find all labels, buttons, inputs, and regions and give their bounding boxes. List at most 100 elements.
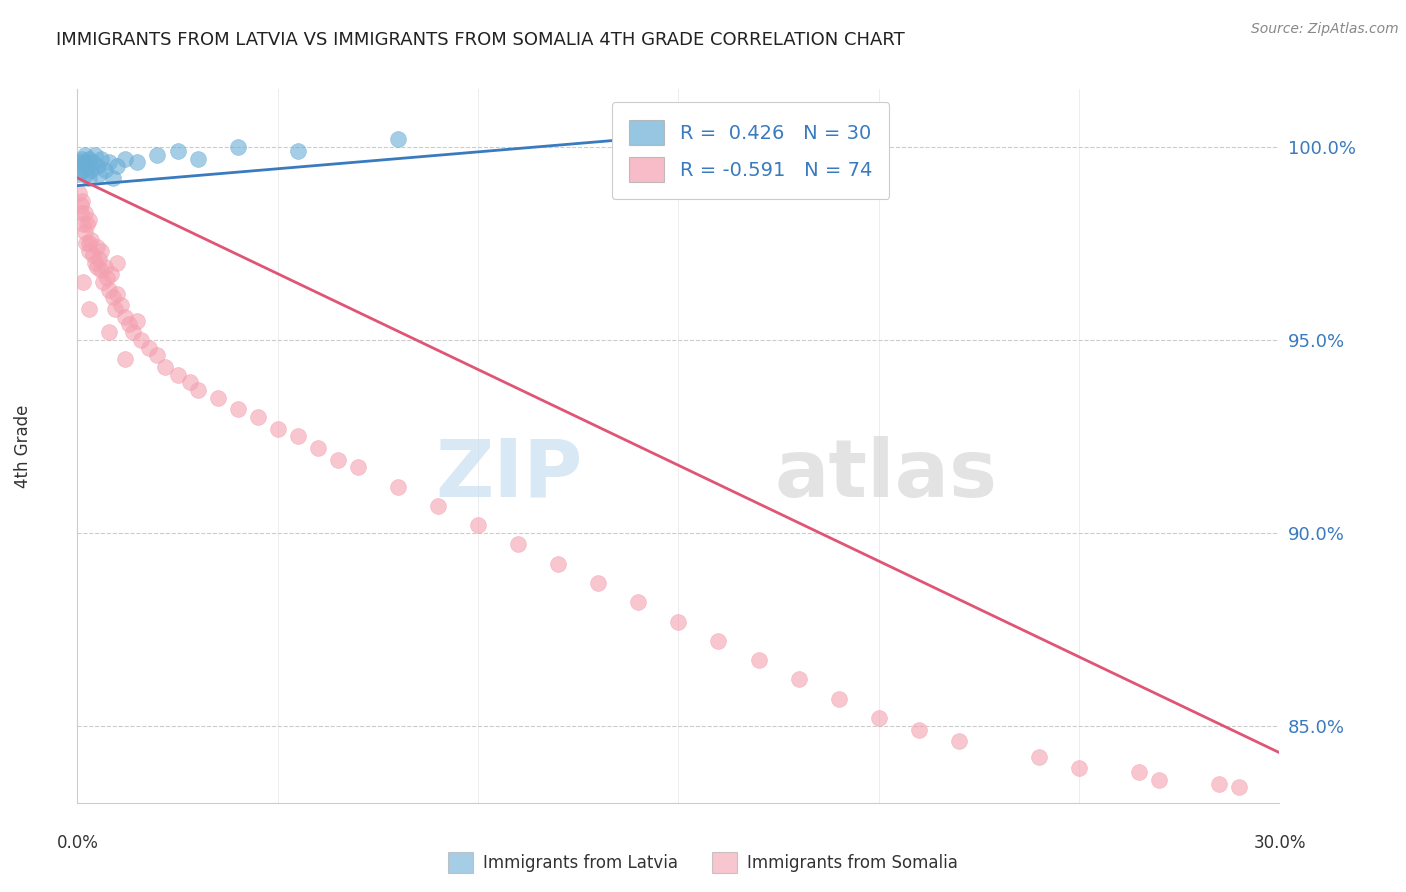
Point <box>707 125 730 139</box>
Point <box>868 711 890 725</box>
Point <box>114 310 136 324</box>
Point <box>86 260 108 274</box>
Point <box>79 152 101 166</box>
Point <box>72 217 94 231</box>
Point <box>187 383 209 397</box>
Point <box>75 167 97 181</box>
Point <box>90 244 112 259</box>
Point <box>1128 764 1150 779</box>
Text: 30.0%: 30.0% <box>1253 834 1306 852</box>
Point <box>76 217 98 231</box>
Point <box>73 205 96 219</box>
Point <box>1069 761 1091 775</box>
Point <box>118 318 141 332</box>
Point <box>226 402 249 417</box>
Point <box>89 167 111 181</box>
Point <box>103 291 125 305</box>
Point <box>467 518 489 533</box>
Point <box>69 155 91 169</box>
Point <box>748 653 770 667</box>
Point <box>94 163 117 178</box>
Point <box>107 256 129 270</box>
Point <box>146 148 169 162</box>
Point <box>246 410 269 425</box>
Point <box>77 244 100 259</box>
Point <box>287 429 309 443</box>
Point <box>80 163 103 178</box>
Point <box>79 301 101 316</box>
Point <box>131 333 153 347</box>
Point <box>77 170 100 185</box>
Point <box>82 155 104 169</box>
Point <box>103 170 125 185</box>
Text: ZIP: ZIP <box>434 435 582 514</box>
Point <box>387 479 409 493</box>
Point <box>75 236 97 251</box>
Point <box>90 152 112 166</box>
Point <box>166 368 188 382</box>
Point <box>627 595 650 609</box>
Point <box>207 391 229 405</box>
Point <box>287 144 309 158</box>
Point <box>588 576 610 591</box>
Text: 4th Grade: 4th Grade <box>14 404 32 488</box>
Point <box>1028 749 1050 764</box>
Point <box>427 499 450 513</box>
Point <box>84 256 107 270</box>
Point <box>307 441 329 455</box>
Point <box>179 376 201 390</box>
Point <box>98 155 121 169</box>
Point <box>347 460 370 475</box>
Point <box>326 452 349 467</box>
Text: 0.0%: 0.0% <box>56 834 98 852</box>
Point <box>787 673 810 687</box>
Text: IMMIGRANTS FROM LATVIA VS IMMIGRANTS FROM SOMALIA 4TH GRADE CORRELATION CHART: IMMIGRANTS FROM LATVIA VS IMMIGRANTS FRO… <box>56 31 905 49</box>
Point <box>82 248 104 262</box>
Point <box>98 325 121 339</box>
Text: atlas: atlas <box>775 435 998 514</box>
Point <box>948 734 970 748</box>
Point <box>107 159 129 173</box>
Point <box>93 275 115 289</box>
Point <box>76 159 98 173</box>
Point <box>668 615 690 629</box>
Point <box>69 198 91 212</box>
Point <box>89 252 111 266</box>
Point <box>86 240 108 254</box>
Point <box>127 155 149 169</box>
Point <box>547 557 569 571</box>
Point <box>75 225 97 239</box>
Point <box>98 283 121 297</box>
Point <box>70 205 93 219</box>
Point <box>707 633 730 648</box>
Point <box>1149 772 1171 787</box>
Point <box>67 167 90 181</box>
Point <box>127 313 149 327</box>
Point <box>79 213 101 227</box>
Point <box>114 152 136 166</box>
Point <box>104 301 127 316</box>
Point <box>73 148 96 162</box>
Point <box>70 152 93 166</box>
Point <box>79 236 101 251</box>
Point <box>508 537 530 551</box>
Point <box>94 260 117 274</box>
Point <box>90 263 112 277</box>
Point <box>80 233 103 247</box>
Point <box>908 723 931 737</box>
Point <box>70 159 93 173</box>
Point <box>67 186 90 201</box>
Point <box>107 286 129 301</box>
Point <box>75 155 97 169</box>
Point <box>72 163 94 178</box>
Legend: R =  0.426   N = 30, R = -0.591   N = 74: R = 0.426 N = 30, R = -0.591 N = 74 <box>612 103 890 199</box>
Point <box>110 298 132 312</box>
Point <box>387 132 409 146</box>
Point <box>72 275 94 289</box>
Point <box>114 352 136 367</box>
Point <box>138 341 160 355</box>
Point <box>267 422 290 436</box>
Text: Source: ZipAtlas.com: Source: ZipAtlas.com <box>1251 22 1399 37</box>
Point <box>86 159 108 173</box>
Point <box>828 691 851 706</box>
